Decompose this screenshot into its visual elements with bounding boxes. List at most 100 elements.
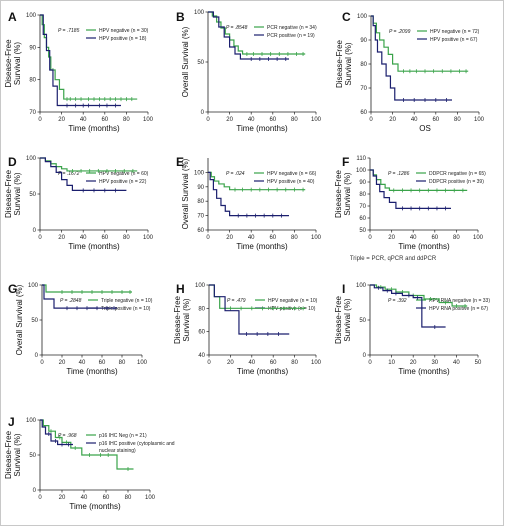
legend-entry: HPV positive (n = 40) (267, 179, 315, 185)
panel-letter: J (8, 415, 15, 429)
y-tick-label: 50 (29, 453, 36, 459)
y-tick-label: 90 (29, 45, 36, 51)
panel-h: H 0 20 40 60 80 100 40 60 80 100 Time (months) Disea… (173, 282, 322, 376)
y-tick-label: 100 (26, 418, 37, 424)
x-tick-label: 20 (59, 495, 66, 501)
y-axis-title: Disease-Free (4, 39, 13, 88)
y-axis-title: Survival (%) (343, 298, 352, 341)
legend-entry: Triple positive (n = 10) (101, 306, 151, 312)
panel-letter: B (176, 10, 185, 24)
x-tick-label: 40 (248, 360, 255, 366)
x-tick-label: 80 (123, 235, 130, 241)
y-tick-label: 50 (31, 318, 38, 324)
km-curve-positive (42, 284, 117, 309)
legend-entry: DDPCR negative (n = 65) (429, 171, 486, 177)
legend-entry: HPV RNA positive (n = 67) (429, 306, 488, 312)
x-tick-label: 40 (80, 117, 87, 123)
x-tick-label: 20 (226, 117, 233, 123)
y-tick-label: 90 (360, 38, 367, 44)
x-tick-label: 80 (454, 117, 461, 123)
y-tick-label: 60 (197, 228, 204, 234)
y-tick-label: 50 (197, 60, 204, 66)
x-tick-label: 0 (206, 117, 210, 123)
y-tick-label: 90 (359, 180, 366, 186)
y-tick-label: 50 (359, 318, 366, 324)
x-tick-label: 60 (269, 235, 276, 241)
x-axis-title: Time (months) (66, 367, 118, 376)
x-tick-label: 60 (99, 360, 106, 366)
km-curve-positive (208, 11, 289, 60)
x-tick-label: 80 (291, 117, 298, 123)
x-tick-label: 20 (58, 117, 65, 123)
km-curve-positive (40, 14, 121, 107)
legend-entry: p16 IHC positive (cytoplasmic and (99, 441, 175, 447)
y-tick-label: 60 (359, 216, 366, 222)
y-axis-title: Survival (%) (343, 172, 352, 215)
x-axis-title: Time (months) (398, 242, 450, 251)
y-tick-label: 80 (29, 78, 36, 84)
x-tick-label: 60 (101, 235, 108, 241)
y-axis-title: Survival (%) (13, 433, 22, 476)
x-tick-label: 80 (291, 360, 298, 366)
x-tick-label: 40 (80, 235, 87, 241)
x-tick-label: 60 (270, 360, 277, 366)
y-tick-label: 50 (29, 192, 36, 198)
panel-letter: C (342, 10, 351, 24)
y-tick-label: 50 (359, 228, 366, 234)
x-axis-title: Time (months) (237, 367, 289, 376)
x-tick-label: 20 (58, 235, 65, 241)
legend-entry: HPV negative (n = 72) (430, 29, 480, 35)
y-axis-title: Overall Survival (%) (181, 26, 190, 97)
x-axis-title: Time (months) (68, 242, 120, 251)
x-tick-label: 100 (143, 235, 154, 241)
x-tick-label: 10 (388, 360, 395, 366)
p-value: P = .968 (58, 433, 77, 439)
y-tick-label: 100 (194, 10, 205, 16)
panel-e: E 0 20 40 60 80 100 60 70 80 90 100 Time (months) Ove… (176, 155, 322, 251)
y-tick-label: 40 (198, 353, 205, 359)
x-tick-label: 60 (432, 117, 439, 123)
y-tick-label: 0 (33, 228, 37, 234)
y-axis-title: Disease-Free (4, 430, 13, 479)
x-tick-label: 80 (123, 117, 130, 123)
y-tick-label: 100 (357, 14, 368, 20)
x-axis-title: OS (419, 124, 431, 133)
y-tick-label: 100 (356, 168, 367, 174)
x-tick-label: 0 (368, 235, 372, 241)
panel-letter: H (176, 282, 185, 296)
panel-letter: D (8, 155, 17, 169)
x-tick-label: 80 (119, 360, 126, 366)
x-tick-label: 40 (81, 495, 88, 501)
legend-entry: p16 IHC Neg (n = 21) (99, 433, 147, 439)
x-tick-label: 20 (410, 360, 417, 366)
panel-j: J 0 20 40 60 80 100 0 50 100 Time (months) Disease-… (4, 415, 175, 511)
x-tick-label: 100 (145, 495, 156, 501)
p-value: P = .1286 (388, 171, 410, 177)
km-curve-positive (371, 15, 452, 101)
x-tick-label: 40 (248, 117, 255, 123)
x-tick-label: 20 (388, 235, 395, 241)
km-curve-negative (40, 157, 138, 172)
y-axis-title: Survival (%) (182, 298, 191, 341)
km-curve-positive (370, 169, 451, 209)
y-tick-label: 0 (201, 110, 205, 116)
y-axis-title: Survival (%) (344, 42, 353, 85)
x-tick-label: 30 (431, 360, 438, 366)
y-tick-label: 80 (197, 199, 204, 205)
p-value: P = .479 (227, 298, 246, 304)
y-tick-label: 100 (28, 283, 39, 289)
x-tick-label: 20 (226, 235, 233, 241)
y-tick-label: 0 (35, 353, 39, 359)
x-tick-label: 0 (206, 235, 210, 241)
x-tick-label: 0 (368, 360, 372, 366)
y-tick-label: 60 (198, 330, 205, 336)
panel-letter: G (8, 282, 17, 296)
x-tick-label: 60 (103, 495, 110, 501)
legend-entry: HPV negative (n = 66) (267, 171, 317, 177)
x-axis-title: Time (months) (68, 124, 120, 133)
panel-letter: I (342, 282, 345, 296)
x-tick-label: 0 (38, 495, 42, 501)
panel-d: D 0 20 40 60 80 100 0 50 100 Time (months) Disease-… (4, 155, 154, 251)
